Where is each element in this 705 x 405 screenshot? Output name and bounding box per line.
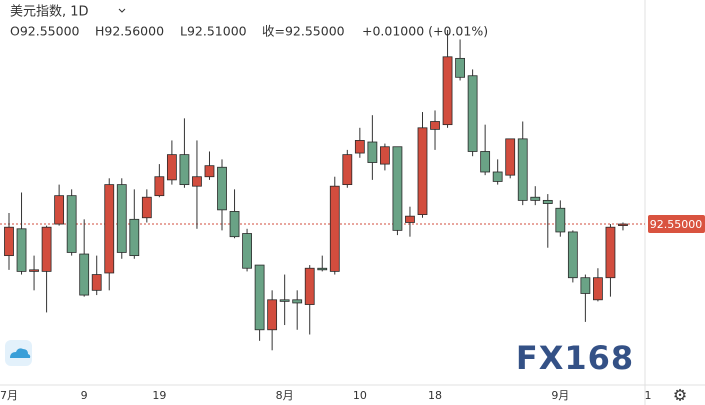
candle-body (605, 226, 616, 279)
candles (4, 29, 628, 351)
candle-body (580, 277, 591, 294)
candle-body (116, 184, 127, 253)
candle-body (242, 233, 252, 269)
candle-body (279, 299, 290, 302)
candle-body (317, 267, 328, 271)
candle-body (267, 299, 278, 331)
last-price-label: 92.55000 (650, 218, 703, 231)
ohlc-value: +0.01000 (+0.01%) (362, 24, 488, 39)
candle-body (392, 146, 403, 231)
candle-body (329, 185, 340, 272)
candle-body (91, 274, 102, 291)
candle-body (555, 207, 566, 233)
x-tick-label: 7月 (0, 389, 18, 402)
candle-body (141, 196, 152, 219)
candle-body (342, 154, 353, 186)
candle-body (66, 195, 77, 253)
ohlc-value: H92.56000 (95, 24, 164, 39)
candle-body (154, 176, 165, 197)
x-tick-label: 9月 (551, 389, 569, 402)
ohlc-value: 收=92.55000 (262, 24, 345, 39)
candle-body (204, 165, 215, 178)
x-tick-label: 19 (152, 389, 166, 402)
candle-body (430, 121, 440, 130)
candle-body (405, 215, 415, 223)
candle-body (4, 226, 14, 257)
chart-title: 美元指数, 1D (10, 5, 89, 20)
candle-body (492, 171, 503, 182)
candle-body (593, 277, 603, 301)
candle-body (179, 154, 190, 186)
candle-body (304, 267, 315, 305)
x-tick-label: 8月 (276, 389, 294, 402)
x-tick-label: 10 (353, 389, 367, 402)
candle-body (41, 226, 52, 272)
x-tick-label: 18 (428, 389, 442, 402)
candle-body (217, 166, 227, 211)
candle-body (54, 195, 65, 225)
candle-body (467, 75, 478, 152)
candle-body (517, 138, 528, 201)
candle-body (530, 196, 541, 201)
icon-cloud (10, 348, 31, 358)
candle-body (104, 184, 115, 274)
candle-body (417, 127, 428, 215)
candle-body (354, 140, 365, 154)
candle-body (16, 228, 27, 272)
candle-body (192, 176, 202, 187)
cloud-icon[interactable] (5, 340, 32, 366)
candle-body (480, 151, 491, 173)
candle-body (29, 269, 39, 272)
watermark: FX168 (516, 339, 634, 377)
settings-icon[interactable]: ⚙ (673, 386, 687, 405)
candle-body (166, 154, 177, 181)
candle-body (505, 138, 516, 176)
ohlc-value: L92.51000 (180, 24, 247, 39)
candle-body (442, 56, 453, 126)
candle-body (542, 199, 553, 204)
candle-body (455, 57, 465, 78)
ohlc-value: O92.55000 (10, 24, 80, 39)
x-tick-label: 9 (81, 389, 88, 402)
candle-body (367, 141, 378, 163)
candle-body (292, 299, 303, 304)
candle-body (379, 146, 390, 165)
last-price-tag (648, 215, 705, 234)
candle-body (229, 211, 240, 238)
candle-body (79, 253, 90, 296)
candle-body (129, 218, 140, 257)
x-tick-label: 1 (645, 389, 652, 402)
candle-body (567, 231, 578, 279)
candle-body (254, 264, 265, 331)
candle-body (618, 223, 628, 226)
chevron[interactable] (118, 8, 126, 13)
